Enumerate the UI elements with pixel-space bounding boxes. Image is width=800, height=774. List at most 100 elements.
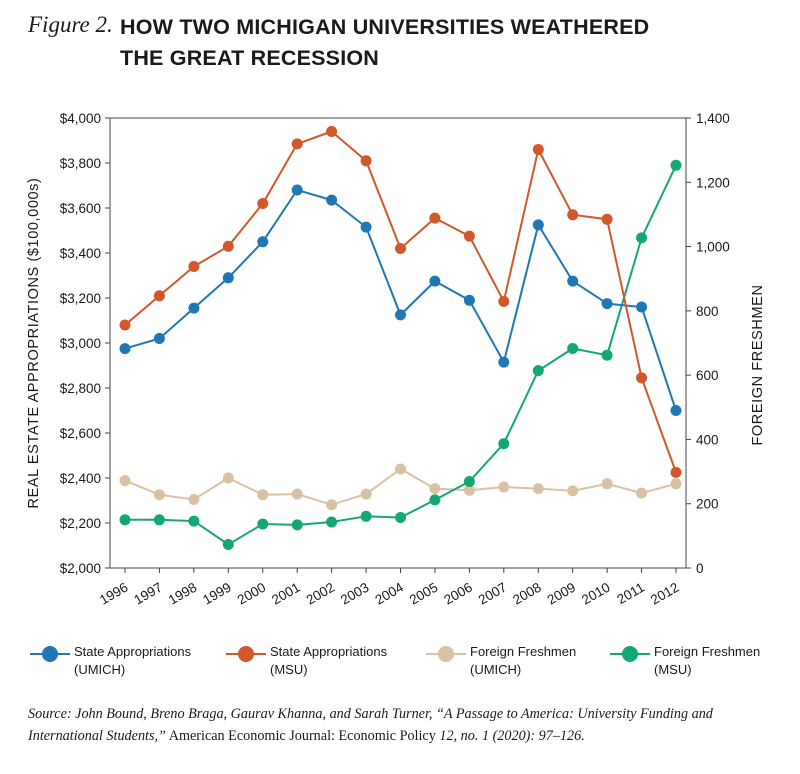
data-point: [153, 514, 165, 526]
source-journal: American Economic Journal: Economic Poli…: [165, 728, 440, 744]
data-point: [222, 240, 234, 252]
x-tick-label: 2008: [510, 580, 544, 608]
data-point: [636, 372, 648, 384]
data-point: [498, 481, 510, 493]
data-point: [532, 483, 544, 495]
left-tick-label: $3,600: [60, 201, 101, 216]
data-point: [188, 261, 200, 272]
data-point: [326, 499, 338, 511]
figure-title-line-1: HOW TWO MICHIGAN UNIVERSITIES WEATHERED: [120, 15, 650, 39]
series-foreign-freshmen-msu: [119, 159, 682, 550]
x-tick-label: 2012: [648, 580, 682, 608]
left-tick-label: $3,400: [60, 246, 101, 261]
left-tick-label: $2,600: [60, 426, 101, 441]
data-point: [188, 302, 200, 314]
data-point: [670, 159, 682, 171]
data-point: [670, 478, 682, 490]
x-tick-label: 2007: [476, 580, 510, 608]
data-point: [463, 294, 475, 306]
data-point: [532, 144, 544, 155]
left-tick-label: $3,000: [60, 336, 101, 351]
data-point: [532, 365, 544, 377]
data-point: [429, 275, 441, 287]
legend-label-line-2: (MSU): [270, 662, 308, 677]
left-tick-label: $4,000: [60, 111, 101, 126]
right-tick-label: 800: [696, 304, 719, 319]
data-point: [498, 438, 510, 450]
right-tick-label: 1,000: [696, 240, 730, 255]
legend: State Appropriations (UMICH) State Appro…: [0, 640, 800, 690]
data-point: [395, 309, 406, 321]
x-tick-label: 2002: [304, 580, 338, 608]
data-point: [222, 539, 234, 550]
data-point: [291, 519, 303, 531]
data-point: [463, 476, 475, 487]
data-point: [395, 243, 406, 254]
data-point: [326, 126, 338, 137]
x-tick-label: 2005: [407, 580, 441, 608]
x-tick-label: 2011: [614, 580, 647, 608]
data-point: [257, 489, 269, 501]
data-point: [601, 298, 613, 310]
legend-label: Foreign Freshmen (MSU): [654, 643, 800, 679]
data-point: [532, 219, 544, 231]
right-axis-ticks: 0 200 400 600 800 1,000 1,200 1,400: [686, 111, 730, 576]
legend-label-line-1: Foreign Freshmen: [654, 644, 761, 659]
data-point: [395, 512, 406, 523]
legend-swatch-msu-freshmen: [610, 646, 650, 662]
x-tick-label: 1997: [131, 580, 165, 608]
x-tick-label: 2009: [545, 580, 579, 608]
right-tick-label: 0: [696, 561, 704, 576]
data-point: [567, 209, 579, 221]
data-point: [119, 319, 131, 331]
legend-swatch-msu-appropriations: [226, 646, 266, 662]
data-point: [636, 232, 648, 244]
data-point: [670, 466, 682, 478]
data-point: [567, 343, 579, 354]
left-tick-label: $3,200: [60, 291, 101, 306]
data-point: [360, 510, 372, 522]
data-point: [291, 488, 303, 500]
dual-axis-line-chart: $2,000 $2,200 $2,400 $2,600 $2,800 $3,000 $3,2…: [26, 111, 766, 608]
legend-label: State Appropriations (UMICH): [74, 643, 224, 679]
source-authors-title: Source: John Bound, Breno Braga, Gaurav …: [28, 706, 713, 744]
legend-label-line-2: (UMICH): [74, 662, 126, 677]
x-tick-label: 2004: [372, 579, 406, 607]
legend-label-line-2: (MSU): [654, 662, 692, 677]
legend-swatch-umich-appropriations: [30, 646, 70, 662]
x-tick-label: 2000: [235, 580, 269, 608]
data-point: [429, 494, 441, 506]
data-point: [291, 184, 303, 196]
series-foreign-freshmen-umich: [119, 463, 682, 511]
right-tick-label: 200: [696, 497, 719, 512]
data-point: [498, 295, 510, 307]
x-axis-ticks: 1996 1997 1998 1999 2000 2001 2002 2003 2004 2005…: [97, 568, 682, 608]
legend-label-line-1: Foreign Freshmen: [470, 644, 577, 659]
legend-label: Foreign Freshmen (UMICH): [470, 643, 620, 679]
data-point: [188, 494, 200, 505]
figure-label: Figure 2.: [28, 12, 113, 37]
right-tick-label: 1,200: [696, 175, 730, 190]
data-point: [463, 230, 475, 242]
data-point: [360, 488, 372, 500]
data-point: [429, 483, 441, 495]
data-point: [291, 138, 303, 150]
data-point: [257, 518, 269, 530]
data-point: [257, 198, 269, 209]
x-tick-label: 1998: [166, 580, 200, 608]
data-point: [429, 212, 441, 224]
legend-label: State Appropriations (MSU): [270, 643, 420, 679]
data-point: [222, 272, 234, 284]
left-tick-label: $2,400: [60, 471, 101, 486]
left-tick-label: $2,800: [60, 381, 101, 396]
data-point: [119, 514, 131, 526]
figure-title-line-2: THE GREAT RECESSION: [120, 46, 380, 70]
data-point: [636, 487, 648, 499]
x-tick-label: 2003: [338, 580, 372, 608]
data-point: [670, 405, 682, 416]
right-tick-label: 600: [696, 368, 719, 383]
data-point: [119, 475, 131, 487]
data-point: [222, 472, 234, 484]
series-layer: [119, 126, 682, 550]
series-line: [124, 189, 677, 411]
